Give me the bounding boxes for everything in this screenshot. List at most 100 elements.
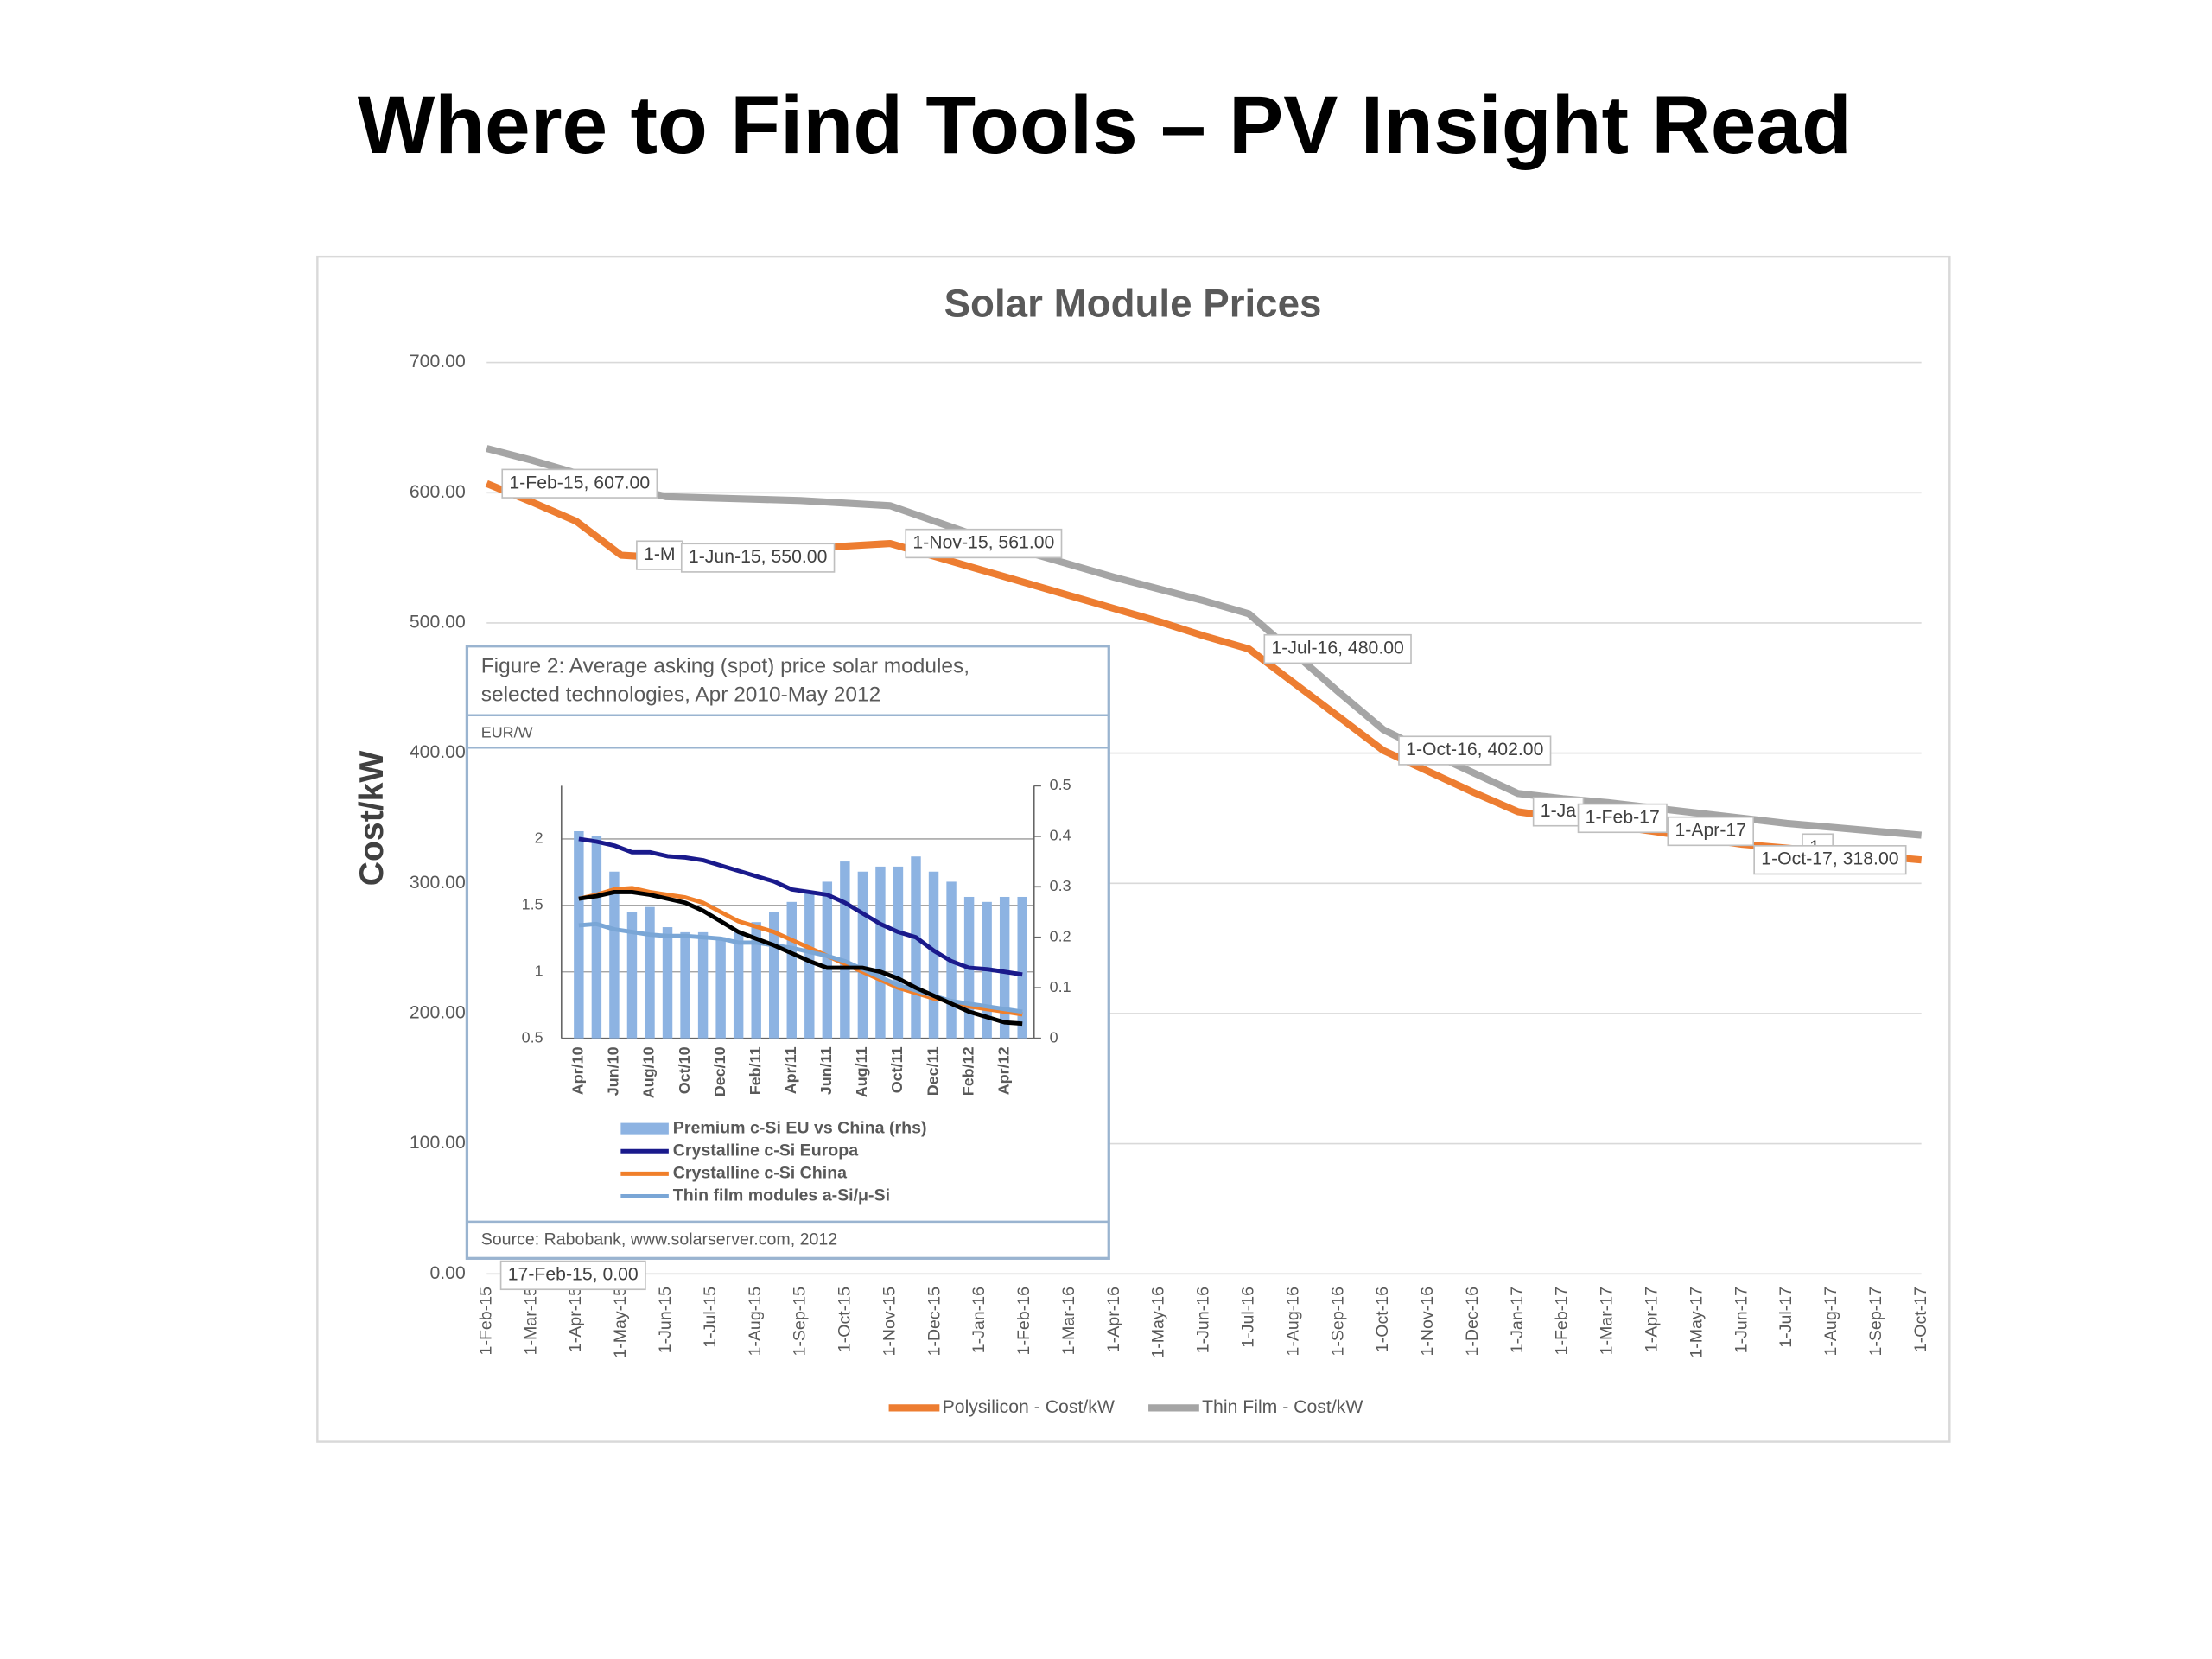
- data-label: 1-M: [644, 544, 676, 564]
- inset-source: Source: Rabobank, www.solarserver.com, 2…: [481, 1230, 837, 1249]
- x-tick-label: 1-May-17: [1687, 1287, 1706, 1358]
- x-tick-label: Feb/12: [959, 1046, 976, 1096]
- legend-label: Crystalline c-Si Europa: [673, 1141, 859, 1160]
- data-label: 1-Feb-15, 607.00: [509, 473, 650, 493]
- x-tick-label: 1-Sep-17: [1866, 1287, 1885, 1357]
- x-tick-label: 1-Jul-15: [701, 1287, 720, 1348]
- annotation: 17-Feb-15, 0.00: [508, 1265, 639, 1285]
- x-tick-label: 1-Jan-16: [969, 1287, 988, 1353]
- y-tick-label: 2: [535, 830, 543, 847]
- bar: [1017, 896, 1027, 1039]
- x-tick-label: 1-Jan-17: [1508, 1287, 1527, 1353]
- inset-title: selected technologies, Apr 2010-May 2012: [481, 683, 881, 706]
- bar: [769, 912, 779, 1039]
- x-tick-label: 1-Oct-17: [1911, 1287, 1930, 1352]
- y-axis-label: Cost/kW: [353, 751, 391, 887]
- bar: [626, 912, 638, 1039]
- y-tick-label: 300.00: [410, 873, 466, 893]
- x-tick-label: Oct/10: [676, 1046, 693, 1094]
- x-tick-label: Aug/11: [853, 1046, 870, 1097]
- x-tick-label: 1-Sep-15: [791, 1287, 810, 1357]
- bar: [591, 836, 602, 1039]
- x-tick-label: 1-Aug-15: [746, 1287, 765, 1357]
- x-tick-label: 1-Jun-15: [656, 1287, 675, 1353]
- x-tick-label: 1-Feb-15: [476, 1287, 495, 1356]
- bar: [999, 896, 1010, 1039]
- x-tick-label: 1-May-15: [611, 1287, 630, 1358]
- legend-label: Polysilicon - Cost/kW: [943, 1397, 1115, 1417]
- legend-label: Thin film modules a-Si/μ-Si: [673, 1186, 890, 1205]
- data-label: 1-Jul-16, 480.00: [1271, 639, 1403, 658]
- x-tick-label: 1-Mar-16: [1059, 1287, 1078, 1356]
- line: [486, 445, 1923, 839]
- y-tick-label: 1.5: [522, 896, 543, 913]
- inset-title: Figure 2: Average asking (spot) price so…: [481, 655, 969, 678]
- x-tick-label: 1-Jun-17: [1732, 1287, 1751, 1353]
- data-label-box: [1398, 735, 1552, 766]
- bar: [697, 931, 709, 1039]
- x-tick-label: 1-Apr-15: [566, 1287, 585, 1352]
- bar: [609, 871, 620, 1039]
- bar: [857, 871, 868, 1039]
- x-tick-label: 1-Dec-16: [1463, 1287, 1482, 1357]
- x-tick-label: 1-Feb-16: [1014, 1287, 1033, 1356]
- data-label-box: [1667, 816, 1755, 847]
- bar: [574, 830, 584, 1039]
- y2-tick-label: 0.3: [1050, 877, 1071, 894]
- bar: [751, 922, 761, 1039]
- data-label: 1-Jun-15, 550.00: [689, 547, 827, 567]
- legend-label: Thin Film - Cost/kW: [1202, 1397, 1363, 1417]
- data-label: 1-Feb-17: [1586, 808, 1660, 828]
- x-tick-label: 1-Mar-17: [1598, 1287, 1617, 1355]
- bar: [875, 866, 886, 1039]
- y2-tick-label: 0: [1050, 1028, 1058, 1046]
- data-label: 1-Ja: [1541, 801, 1576, 821]
- y-tick-label: 600.00: [410, 482, 466, 502]
- bar: [822, 881, 833, 1039]
- x-tick-label: 1-Aug-16: [1283, 1287, 1302, 1357]
- data-label: 1-Oct-16, 402.00: [1406, 740, 1543, 760]
- bar: [662, 927, 673, 1039]
- x-tick-label: Oct/11: [888, 1046, 906, 1093]
- x-tick-label: Dec/11: [924, 1046, 941, 1096]
- legend-label: Crystalline c-Si China: [673, 1164, 848, 1183]
- y2-tick-label: 0.2: [1050, 927, 1071, 944]
- x-tick-label: 1-Feb-17: [1553, 1287, 1572, 1355]
- inset-unit: EUR/W: [481, 724, 533, 741]
- x-tick-label: 1-Jul-16: [1239, 1287, 1258, 1348]
- data-label-box: [1577, 803, 1668, 834]
- x-tick-label: 1-Apr-16: [1104, 1287, 1123, 1352]
- y-tick-label: 400.00: [410, 742, 466, 762]
- x-tick-label: 1-Apr-17: [1643, 1287, 1662, 1352]
- data-label-box: [1263, 633, 1412, 664]
- line: [578, 889, 1023, 1027]
- y-tick-label: 500.00: [410, 613, 466, 632]
- bar: [840, 861, 850, 1039]
- y2-tick-label: 0.1: [1050, 978, 1071, 995]
- x-tick-label: 1-Nov-15: [880, 1287, 899, 1357]
- data-label: 1-Apr-17: [1675, 821, 1746, 841]
- line: [578, 836, 1023, 977]
- x-tick-label: 1-Jul-17: [1777, 1287, 1796, 1348]
- bar: [733, 931, 744, 1039]
- x-tick-label: 1-Jun-16: [1194, 1287, 1213, 1353]
- y2-tick-label: 0.5: [1050, 776, 1071, 793]
- data-label-box: [1532, 797, 1585, 827]
- data-label-box: [905, 528, 1063, 559]
- x-tick-label: 1-Nov-16: [1418, 1287, 1437, 1357]
- x-tick-label: Dec/10: [711, 1046, 728, 1096]
- data-label-box: [636, 540, 683, 570]
- data-label: 1-Oct-17, 318.00: [1761, 849, 1898, 869]
- x-tick-label: Feb/11: [747, 1046, 764, 1095]
- x-tick-label: Aug/10: [640, 1046, 658, 1098]
- x-tick-label: Apr/10: [569, 1046, 587, 1095]
- bar: [786, 901, 797, 1039]
- x-tick-label: 1-Oct-15: [836, 1287, 855, 1352]
- data-label-box: [680, 543, 836, 573]
- y-tick-label: 700.00: [410, 352, 466, 372]
- x-tick-label: Apr/11: [782, 1046, 799, 1094]
- y-tick-label: 0.00: [429, 1263, 465, 1283]
- y2-tick-label: 0.4: [1050, 827, 1071, 844]
